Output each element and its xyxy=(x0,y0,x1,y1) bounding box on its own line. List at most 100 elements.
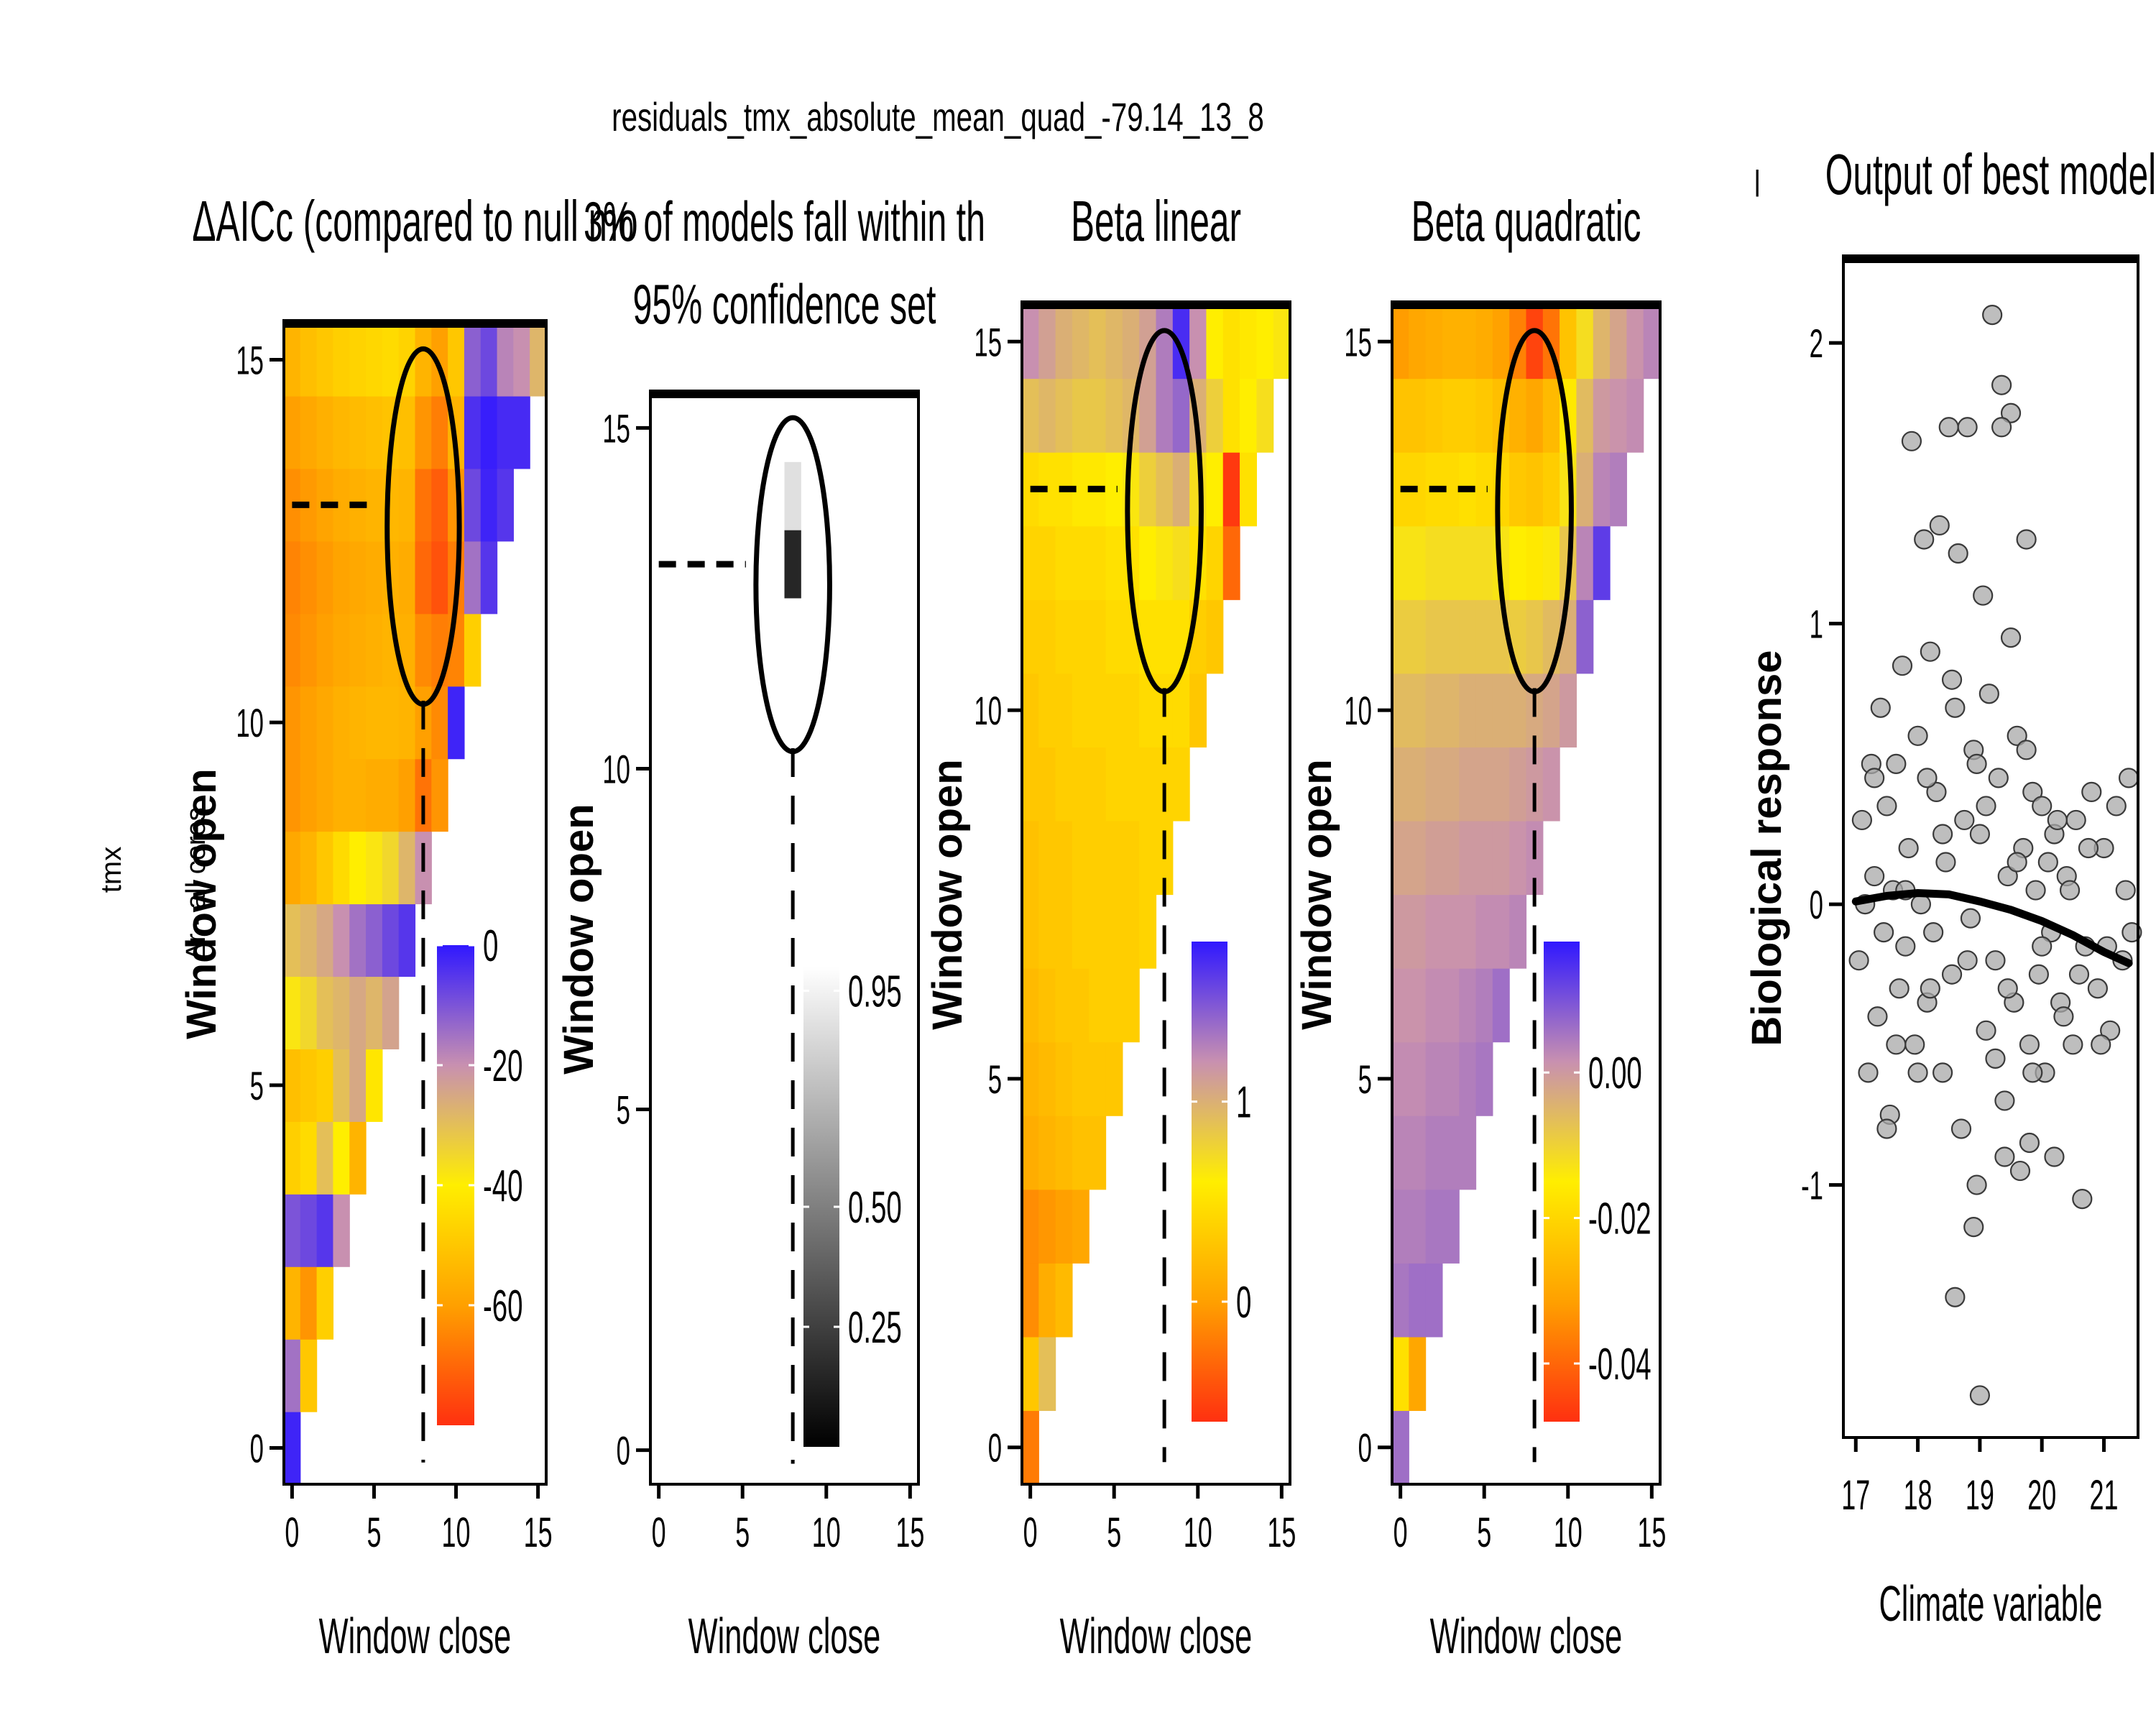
colorbar-tick-label: -20 xyxy=(483,1041,523,1091)
heatmap-cell xyxy=(1475,673,1493,748)
scatter-point xyxy=(2000,627,2022,648)
scatter-point xyxy=(2037,852,2058,873)
heatmap-cell xyxy=(300,1339,318,1412)
heatmap-cell xyxy=(300,1121,318,1195)
x-tick-label: 10 xyxy=(1554,1509,1583,1556)
heatmap-cell xyxy=(300,831,318,905)
colorbar xyxy=(1192,942,1227,1422)
heatmap-cell xyxy=(1038,1263,1056,1338)
heatmap-cell xyxy=(1526,525,1544,600)
heatmap-cell xyxy=(316,1121,334,1195)
scatter-point xyxy=(1935,852,1956,873)
heatmap-cell xyxy=(1643,305,1661,380)
heatmap-cell xyxy=(1542,673,1560,748)
heatmap-cell xyxy=(1122,673,1140,748)
heatmap-cell xyxy=(333,831,350,905)
scatter-point xyxy=(1932,1062,1953,1083)
y-tick-label: 10 xyxy=(974,689,1002,734)
heatmap-cell xyxy=(1089,820,1107,896)
heatmap-cell xyxy=(464,468,482,542)
heatmap-cell xyxy=(1072,894,1089,969)
scatter-point xyxy=(1960,908,1981,929)
heatmap-cell xyxy=(300,903,318,978)
scatter-point xyxy=(2068,964,2090,985)
heatmap-cell xyxy=(1072,747,1089,822)
heatmap-cell xyxy=(1122,747,1140,822)
heatmap-cell xyxy=(1509,673,1527,748)
heatmap-cell xyxy=(1072,673,1089,748)
x-tick-label: 0 xyxy=(1023,1509,1038,1556)
heatmap-cell xyxy=(1392,820,1409,896)
heatmap-cell xyxy=(1022,525,1039,600)
heatmap-cell xyxy=(1240,305,1257,380)
heatmap-cell xyxy=(1442,599,1460,674)
colorbar-tick-label: 0.00 xyxy=(1588,1048,1642,1098)
scatter-point xyxy=(2106,796,2127,816)
heatmap-cell xyxy=(1156,305,1174,380)
heatmap-cell xyxy=(1475,894,1493,969)
y-axis-label: Window open xyxy=(556,804,602,1074)
heatmap-cell xyxy=(316,1266,334,1340)
heatmap-cell xyxy=(1576,525,1594,600)
heatmap-cell xyxy=(1022,820,1039,896)
x-tick-label: 10 xyxy=(1184,1509,1212,1556)
panel-delta-aicc: ΔAICc (compared to null mo 0 -20 -40 -60 0 5 10… xyxy=(178,190,638,1665)
heatmap-cell xyxy=(1089,599,1107,674)
heatmap-cell xyxy=(1105,968,1123,1043)
heatmap-cell xyxy=(366,540,383,615)
heatmap-cell xyxy=(1475,968,1493,1043)
x-tick-label: 15 xyxy=(1267,1509,1296,1556)
scatter-point xyxy=(1914,529,1935,550)
heatmap-cell xyxy=(415,758,432,832)
heatmap-cell xyxy=(1593,452,1611,527)
scatter-point xyxy=(1926,781,1947,803)
heatmap-cell xyxy=(1492,968,1510,1043)
heatmap-cell xyxy=(284,976,301,1049)
y-tick-label: 15 xyxy=(236,338,264,383)
scatter-point xyxy=(1941,669,1963,690)
heatmap-cell xyxy=(1105,1041,1123,1116)
heatmap-cell xyxy=(316,686,334,760)
heatmap-cell xyxy=(333,1194,350,1267)
scatter-point xyxy=(1938,417,1959,438)
heatmap-cell xyxy=(316,323,334,397)
heatmap-cell xyxy=(1139,378,1157,453)
heatmap-cell xyxy=(1172,452,1190,527)
y-tick-label: 0 xyxy=(250,1426,264,1471)
heatmap-cell xyxy=(1409,525,1427,600)
heatmap-cell xyxy=(1425,305,1443,380)
x-tick-label: 20 xyxy=(2027,1472,2056,1519)
heatmap-cell xyxy=(431,468,448,542)
scatter-point xyxy=(1988,768,2009,788)
scatter-point xyxy=(1994,1090,2015,1111)
heatmap-cell xyxy=(1022,1041,1039,1116)
heatmap-cell xyxy=(1156,525,1174,600)
heatmap-cell xyxy=(1022,894,1039,969)
scatter-point xyxy=(2118,768,2139,788)
heatmap-cell xyxy=(1089,673,1107,748)
heatmap-cell xyxy=(1156,378,1174,453)
heatmap-cell xyxy=(300,1266,318,1340)
heatmap-cell xyxy=(1222,525,1240,600)
scatter-point xyxy=(1907,725,1928,746)
scatter-point xyxy=(1954,809,1975,831)
heatmap-cell xyxy=(398,903,416,978)
y-tick-label: 0 xyxy=(988,1425,1002,1471)
scatter-point xyxy=(1876,796,1897,816)
heatmap-cell xyxy=(1610,378,1627,453)
heatmap-cell xyxy=(1475,1041,1493,1116)
heatmap-cell xyxy=(1038,525,1056,600)
scatter-point xyxy=(2081,781,2102,803)
heatmap-cell xyxy=(1172,673,1190,748)
heatmap-cell xyxy=(1459,1116,1477,1190)
scatter-point xyxy=(1889,978,1909,999)
frame-top-bar xyxy=(1391,300,1662,309)
scatter-point xyxy=(2122,922,2142,943)
scatter-point xyxy=(1969,1385,1990,1406)
heatmap-cell xyxy=(316,395,334,469)
heatmap-cell xyxy=(366,613,383,687)
heatmap-cell xyxy=(1139,452,1157,527)
heatmap-cell xyxy=(316,903,334,978)
